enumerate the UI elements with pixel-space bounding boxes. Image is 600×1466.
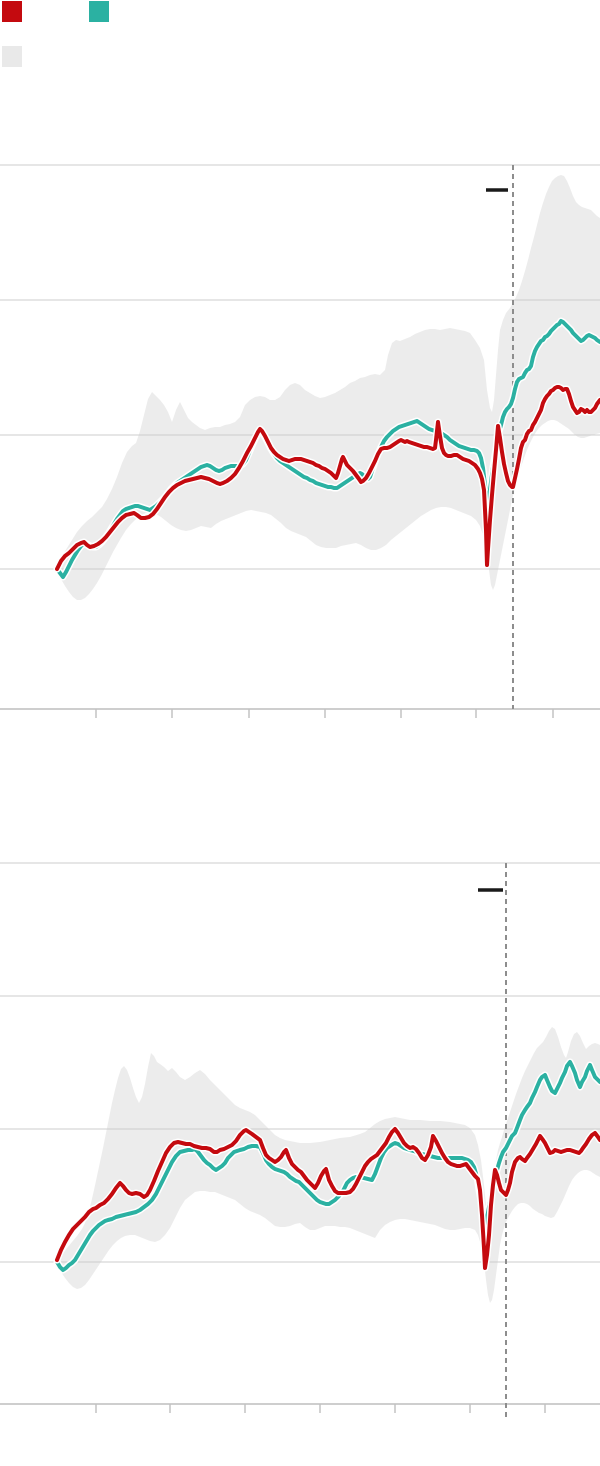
- uncertainty-band: [57, 175, 600, 600]
- legend-swatch-red: [2, 1, 22, 22]
- bottom-chart: [0, 862, 600, 1420]
- red-line: [55, 1127, 600, 1270]
- top-chart: [0, 164, 600, 718]
- legend-swatch-band: [2, 46, 22, 67]
- uncertainty-band: [57, 1027, 600, 1303]
- legend-swatch-teal: [89, 1, 109, 22]
- teal-line: [55, 1060, 600, 1272]
- red-line: [55, 385, 600, 571]
